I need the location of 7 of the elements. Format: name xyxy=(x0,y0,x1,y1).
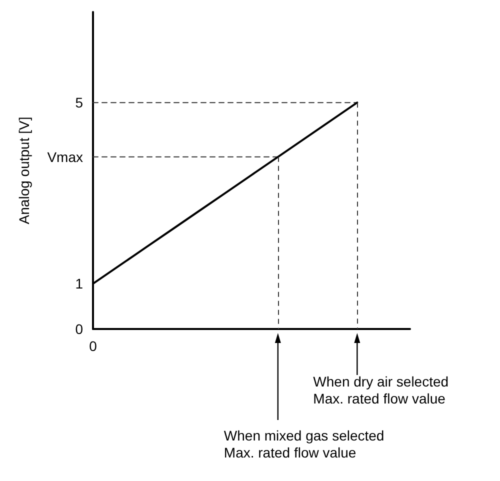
y-tick-label: Vmax xyxy=(47,148,83,165)
text: When dry air selected Max. rated flow value xyxy=(313,374,449,406)
y-tick-label: 1 xyxy=(75,276,84,292)
text: When mixed gas selected Max. rated flow value xyxy=(224,428,384,460)
y-axis-title: Analog output [V] xyxy=(16,116,32,224)
y-tick-label: 0 xyxy=(75,321,84,337)
y-tick-label: 5 xyxy=(75,94,84,111)
